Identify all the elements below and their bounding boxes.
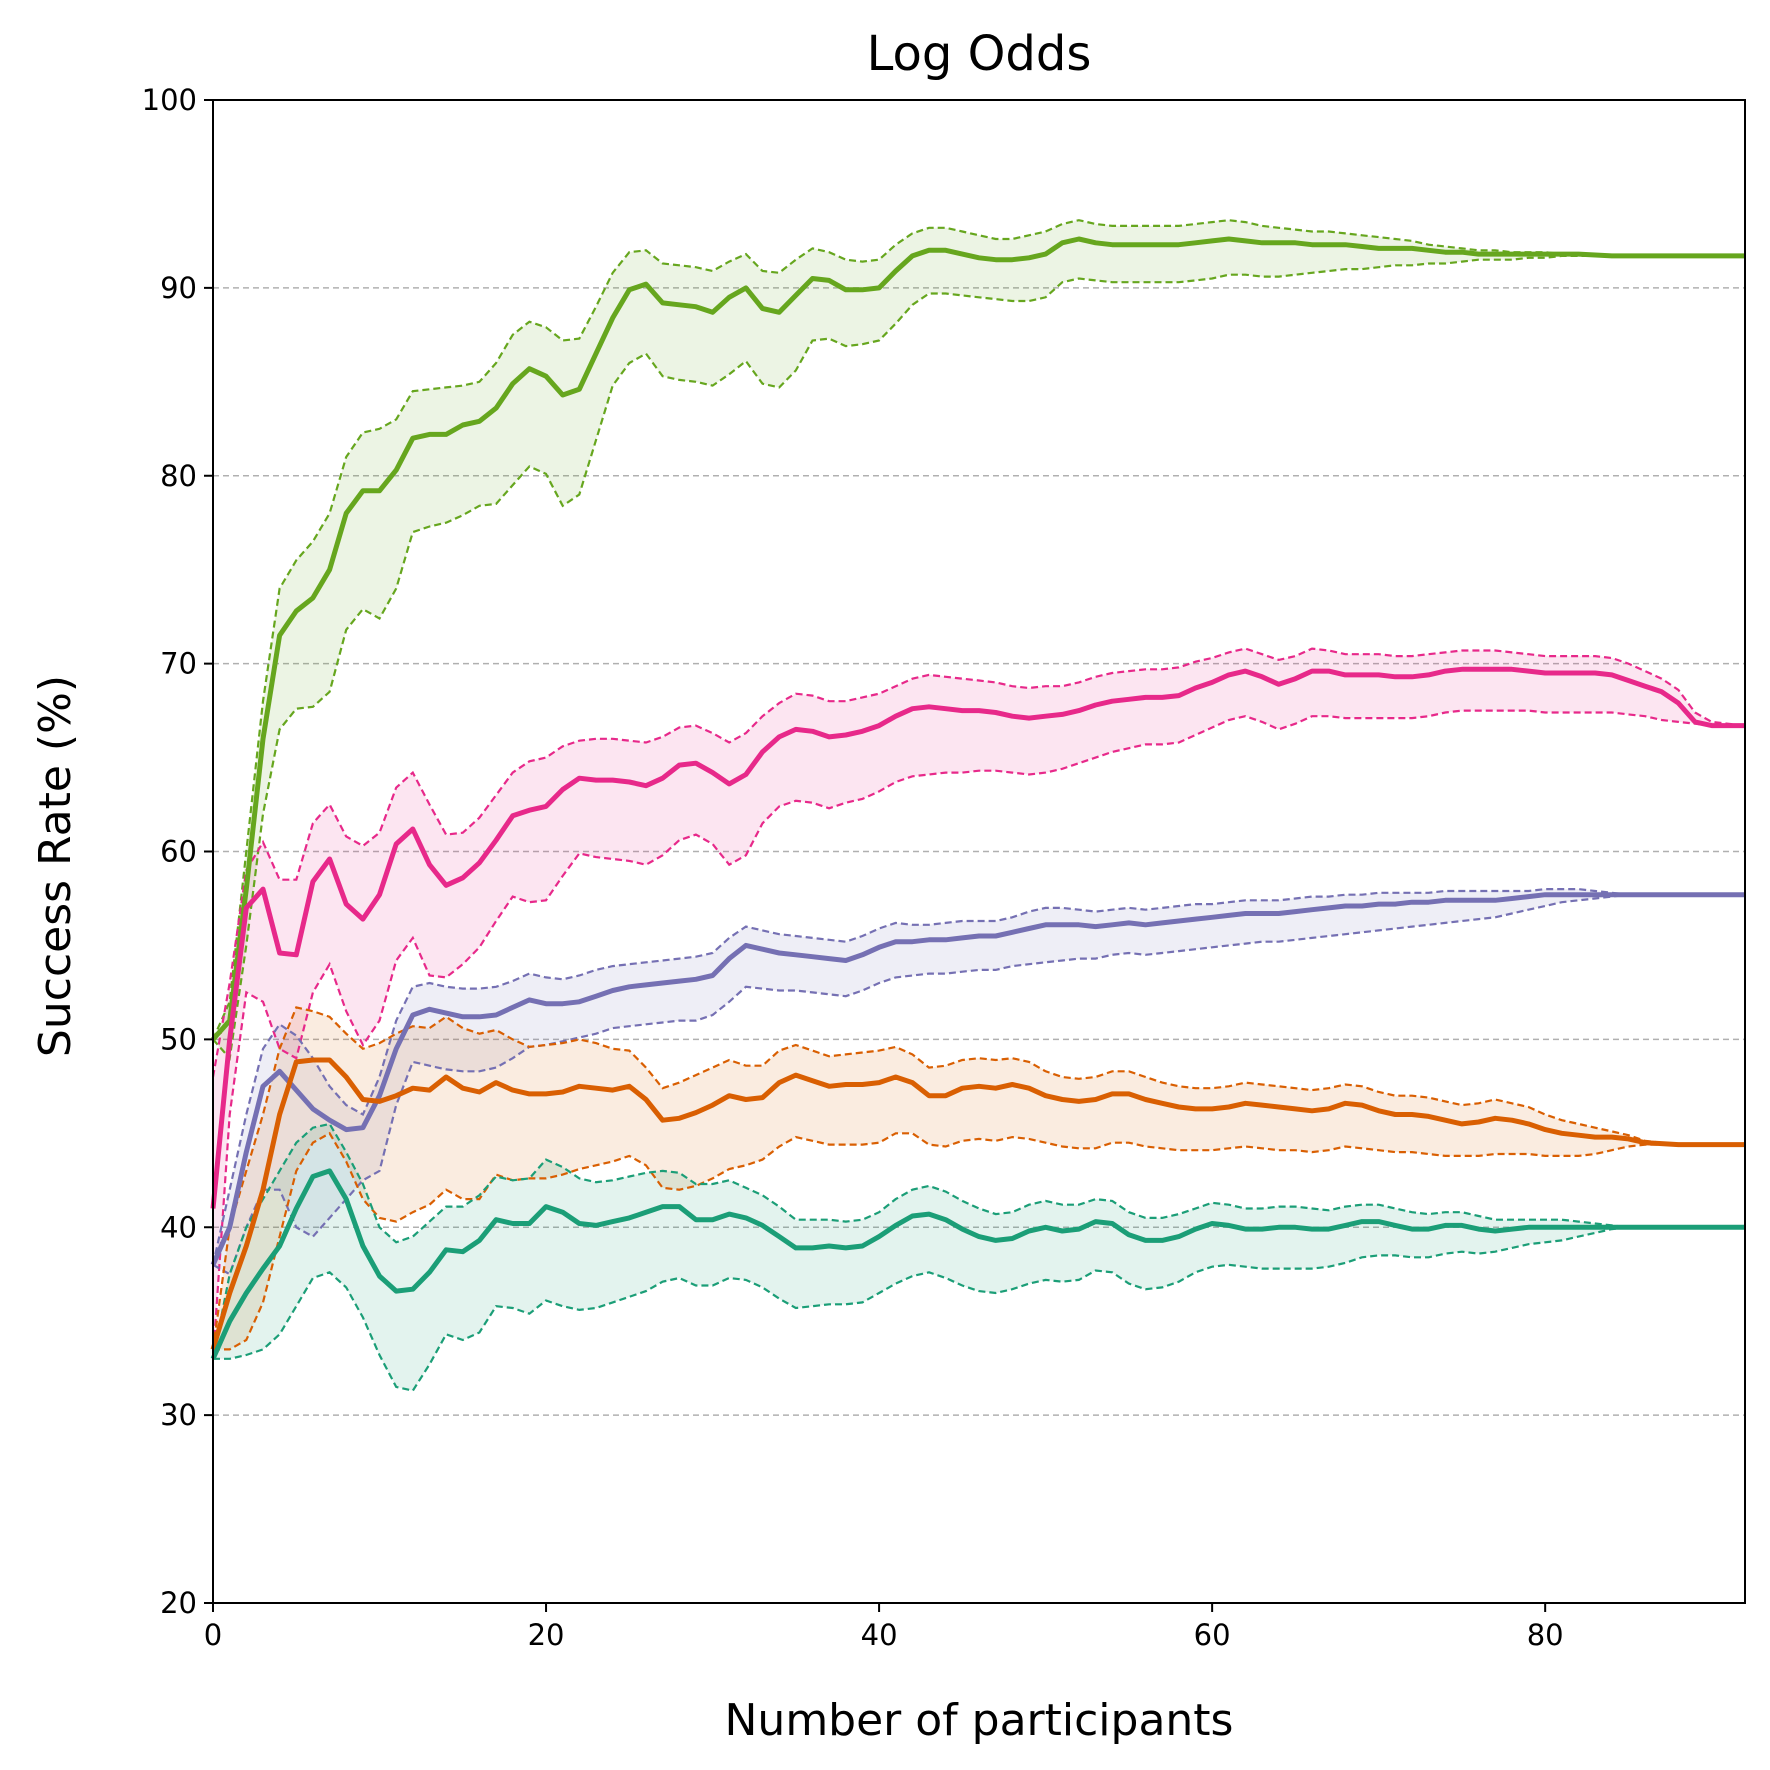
lower-bound-line-2 [212, 893, 1745, 1276]
y-tick-label: 20 [160, 1586, 197, 1620]
mean-line-3 [210, 1057, 1745, 1351]
x-axis-label: Number of participants [725, 1695, 1234, 1746]
y-tick-label: 30 [160, 1398, 197, 1432]
upper-bound-line-1 [211, 647, 1746, 1078]
series-layer [210, 219, 1746, 1392]
confidence-band-2 [213, 889, 1745, 1275]
x-tick-label: 40 [861, 1618, 898, 1652]
y-tick-label: 80 [160, 459, 197, 493]
upper-bound-line-3 [211, 1006, 1745, 1350]
mean-line-1 [210, 666, 1745, 1209]
y-tick-label: 60 [160, 835, 197, 869]
mean-line-4 [210, 1168, 1745, 1360]
confidence-band-4 [213, 1123, 1745, 1391]
confidence-band-3 [213, 1007, 1745, 1350]
lower-bound-line-4 [213, 1226, 1745, 1392]
x-tick-label: 60 [1194, 1618, 1231, 1652]
lower-bound-line-1 [211, 709, 1745, 1359]
x-tick-label: 80 [1527, 1618, 1564, 1652]
lower-bound-line-3 [213, 1131, 1745, 1351]
x-tick-label: 20 [528, 1618, 565, 1652]
upper-bound-line-0 [211, 219, 1745, 1040]
y-tick-label: 70 [160, 647, 197, 681]
x-tick-label: 0 [204, 1618, 222, 1652]
mean-line-2 [210, 892, 1745, 1266]
grid-lines [213, 287, 1745, 1416]
mean-line-0 [211, 236, 1745, 1042]
y-tick-label: 50 [160, 1022, 197, 1056]
confidence-band-0 [213, 220, 1745, 1059]
chart-title: Log Odds [867, 26, 1092, 82]
upper-bound-line-2 [211, 888, 1745, 1266]
upper-bound-line-4 [211, 1122, 1745, 1360]
y-tick-label: 100 [142, 83, 197, 117]
lower-bound-line-0 [212, 254, 1745, 1061]
y-tick-label: 40 [160, 1210, 197, 1244]
confidence-band-1 [213, 648, 1745, 1359]
y-axis-label: Success Rate (%) [30, 675, 81, 1057]
y-tick-label: 90 [160, 271, 197, 305]
